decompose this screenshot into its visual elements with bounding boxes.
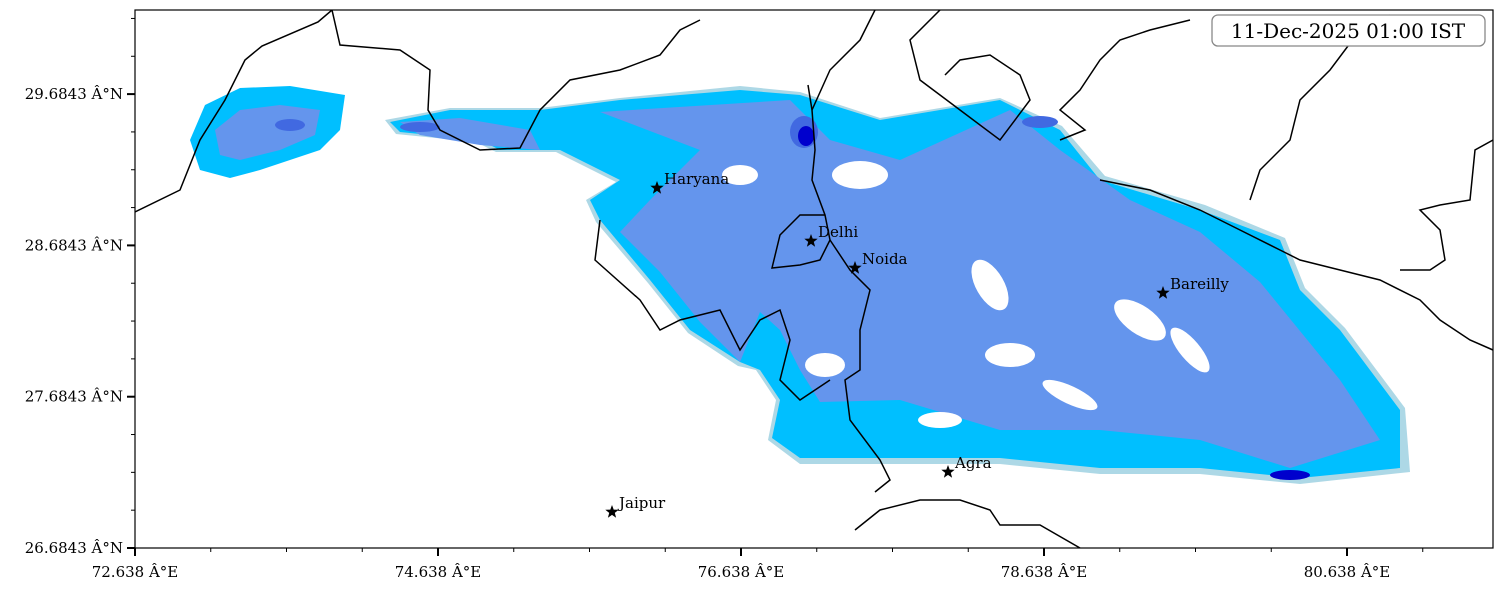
axes: 72.638 Â°E 74.638 Â°E 76.638 Â°E 78.638 Â°E… [25, 17, 1424, 581]
boundaries [135, 10, 1493, 548]
precip-heavy [1270, 470, 1310, 480]
dry-patch [722, 165, 758, 185]
place-marker [605, 505, 619, 518]
x-tick-label: 72.638 Â°E [92, 563, 179, 581]
dry-patch [985, 343, 1035, 367]
precip-heavy [1022, 116, 1058, 128]
precip-heavy [400, 122, 440, 132]
precip-extreme [798, 126, 814, 146]
precip-heavy [275, 119, 305, 131]
y-tick-label: 27.6843 Â°N [25, 388, 123, 406]
place-label: Delhi [818, 223, 858, 241]
dry-patch [805, 353, 845, 377]
timestamp-box [1211, 14, 1486, 47]
place-marker [848, 261, 862, 274]
place-label: Haryana [664, 170, 729, 188]
x-tick-label: 74.638 Â°E [395, 563, 482, 581]
dry-patch [1170, 327, 1210, 373]
dry-patch [1114, 299, 1166, 341]
place-marker [941, 465, 955, 478]
place-label: Jaipur [617, 494, 666, 512]
timestamp: 11-Dec-2025 01:00 IST [1231, 19, 1466, 43]
place-label: Bareilly [1170, 275, 1229, 293]
precipitation-field [135, 10, 1493, 548]
dry-patch [832, 161, 888, 189]
x-tick-label: 78.638 Â°E [1001, 563, 1088, 581]
x-tick-label: 76.638 Â°E [698, 563, 785, 581]
precip-medium [215, 105, 320, 160]
place-marker [650, 181, 664, 194]
place-marker [804, 234, 818, 247]
y-tick-label: 26.6843 Â°N [25, 539, 123, 557]
dry-patch [918, 412, 962, 428]
place-label: Noida [862, 250, 908, 268]
y-tick-label: 28.6843 Â°N [25, 236, 123, 254]
place-label: Agra [954, 454, 992, 472]
map-frame [134, 9, 1494, 549]
dry-patch [1042, 379, 1098, 411]
x-tick-label: 80.638 Â°E [1304, 563, 1391, 581]
y-tick-label: 29.6843 Â°N [25, 85, 123, 103]
dry-patch [971, 259, 1009, 311]
place-marker [1156, 286, 1170, 299]
